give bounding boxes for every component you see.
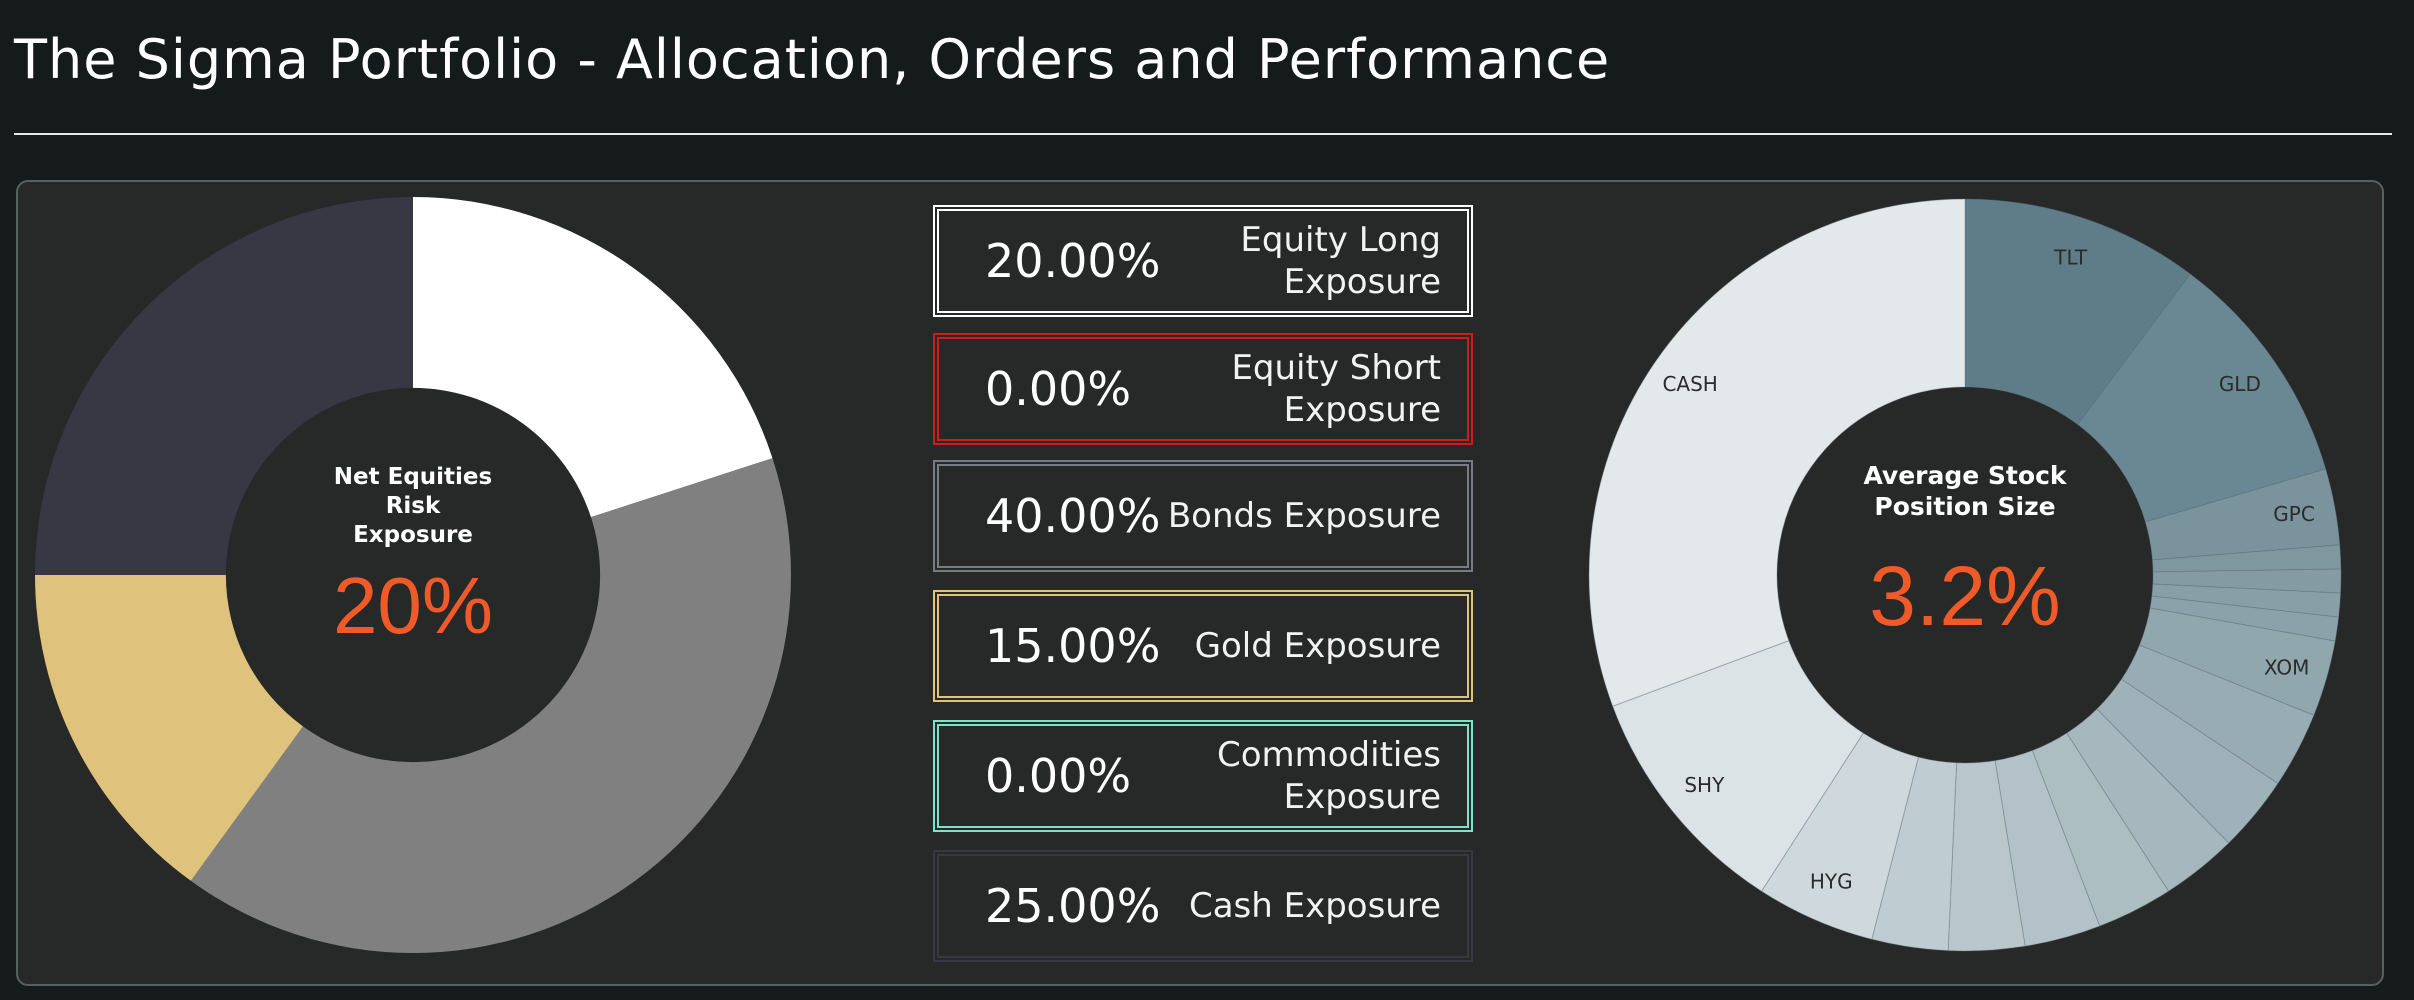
slice-gold <box>35 575 304 881</box>
avg-position-value: 3.2% <box>1869 549 2061 643</box>
exposure-value: 20.00% <box>985 234 1161 288</box>
slice-bonds <box>190 458 792 953</box>
exposure-box: 20.00% Equity Long Exposure <box>933 205 1473 317</box>
exposure-label: Gold Exposure <box>1194 626 1441 666</box>
net-equities-value: 20% <box>332 561 494 650</box>
slice-label: CASH <box>1662 372 1717 396</box>
exposure-box: 0.00% Commodities Exposure <box>933 720 1473 832</box>
exposure-box: 15.00% Gold Exposure <box>933 590 1473 702</box>
slice-tlt <box>1964 198 2191 426</box>
stock-position-donut: TLT GLD GPC XOM HYG SHY CASH <box>1587 197 2343 953</box>
slice-label: XOM <box>2264 655 2309 679</box>
page-title: The Sigma Portfolio - Allocation, Orders… <box>14 28 1611 91</box>
slice-equity long <box>413 197 773 518</box>
exposure-label: Equity Short Exposure <box>1231 348 1441 430</box>
exposure-box: 25.00% Cash Exposure <box>933 850 1473 962</box>
slice-label: GPC <box>2273 502 2315 526</box>
stock-position-chart: TLT GLD GPC XOM HYG SHY CASH <box>1588 198 2342 952</box>
slice-hyg <box>1760 732 1919 940</box>
slice-label: GLD <box>2219 372 2261 396</box>
exposure-value: 25.00% <box>985 879 1161 933</box>
equity-allocation-donut <box>33 195 793 955</box>
slice-cash <box>1588 198 1966 707</box>
slice-label: TLT <box>2053 245 2088 269</box>
exposure-label: Commodities Exposure <box>1216 735 1441 817</box>
exposure-value: 0.00% <box>985 749 1132 803</box>
slice-gld <box>2076 273 2327 523</box>
slice-label: SHY <box>1684 773 1725 797</box>
slice-other <box>2031 732 2170 927</box>
slice-label: HYG <box>1810 870 1853 894</box>
equity-allocation-chart <box>35 197 792 953</box>
slice-other <box>2151 583 2342 618</box>
title-divider <box>14 133 2392 135</box>
slice-cash <box>35 197 413 575</box>
slice-other <box>2152 568 2342 594</box>
slice-other <box>1994 749 2101 947</box>
slice-other <box>2149 595 2340 642</box>
exposure-value: 15.00% <box>985 619 1161 673</box>
exposure-value: 40.00% <box>985 489 1161 543</box>
slice-shy <box>1612 639 1864 892</box>
exposure-value: 0.00% <box>985 362 1132 416</box>
exposure-label: Bonds Exposure <box>1167 496 1441 536</box>
avg-position-label: Average Stock Position Size <box>1863 461 2067 522</box>
exposure-box: 0.00% Equity Short Exposure <box>933 333 1473 445</box>
exposure-label: Equity Long Exposure <box>1240 220 1441 302</box>
net-equities-label: Net Equities Risk Exposure <box>333 464 493 548</box>
exposure-box: 40.00% Bonds Exposure <box>933 460 1473 572</box>
slice-other <box>2066 708 2230 892</box>
exposure-label: Cash Exposure <box>1188 886 1441 926</box>
